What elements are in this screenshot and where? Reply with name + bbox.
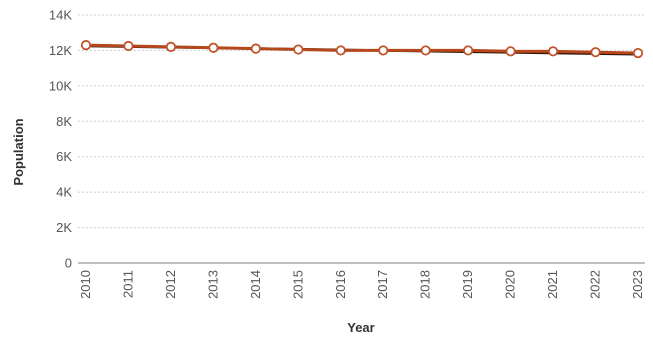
x-tick-label: 2012 bbox=[163, 270, 178, 299]
x-tick-label: 2022 bbox=[588, 270, 603, 299]
data-point bbox=[293, 44, 304, 55]
x-axis-title: Year bbox=[347, 320, 374, 335]
y-tick-label: 0 bbox=[65, 256, 72, 271]
data-point bbox=[420, 45, 431, 56]
data-point bbox=[80, 40, 92, 51]
x-tick-label: 2016 bbox=[333, 270, 348, 299]
y-tick-label: 12K bbox=[49, 43, 72, 58]
data-point bbox=[123, 40, 134, 52]
x-tick-label: 2020 bbox=[503, 270, 518, 299]
data-point bbox=[632, 47, 644, 59]
y-tick-label: 4K bbox=[56, 185, 72, 200]
data-point bbox=[378, 45, 389, 56]
y-tick-label: 6K bbox=[56, 149, 72, 164]
x-tick-label: 2013 bbox=[205, 270, 220, 299]
data-points bbox=[80, 40, 644, 59]
x-tick-label: 2011 bbox=[120, 270, 135, 298]
y-tick-label: 8K bbox=[56, 114, 72, 129]
data-point bbox=[335, 45, 346, 56]
x-tick-label: 2019 bbox=[460, 270, 475, 299]
x-tick-label: 2015 bbox=[290, 270, 305, 299]
data-point bbox=[208, 42, 219, 53]
series-line bbox=[85, 43, 639, 55]
y-tick-labels: 0 2K 4K 6K 8K 10K 12K 14K bbox=[49, 8, 72, 271]
x-tick-label: 2014 bbox=[248, 270, 263, 299]
data-point bbox=[165, 41, 177, 52]
y-tick-label: 14K bbox=[49, 8, 72, 23]
x-tick-label: 2021 bbox=[545, 270, 560, 299]
x-tick-label: 2017 bbox=[375, 270, 390, 299]
x-tick-label: 2018 bbox=[418, 270, 433, 299]
x-tick-labels: 2010 2011 2012 2013 2014 2015 2016 2017 2018 2019… bbox=[78, 270, 645, 299]
data-point bbox=[250, 43, 261, 54]
y-tick-label: 2K bbox=[56, 220, 72, 235]
x-tick-label: 2023 bbox=[630, 270, 645, 299]
data-point bbox=[463, 45, 474, 56]
data-point bbox=[547, 46, 559, 57]
x-tick-label: 2010 bbox=[78, 270, 93, 299]
y-axis-title: Population bbox=[11, 118, 26, 185]
data-point bbox=[590, 47, 601, 58]
data-point bbox=[505, 46, 516, 57]
y-tick-label: 10K bbox=[49, 78, 72, 93]
